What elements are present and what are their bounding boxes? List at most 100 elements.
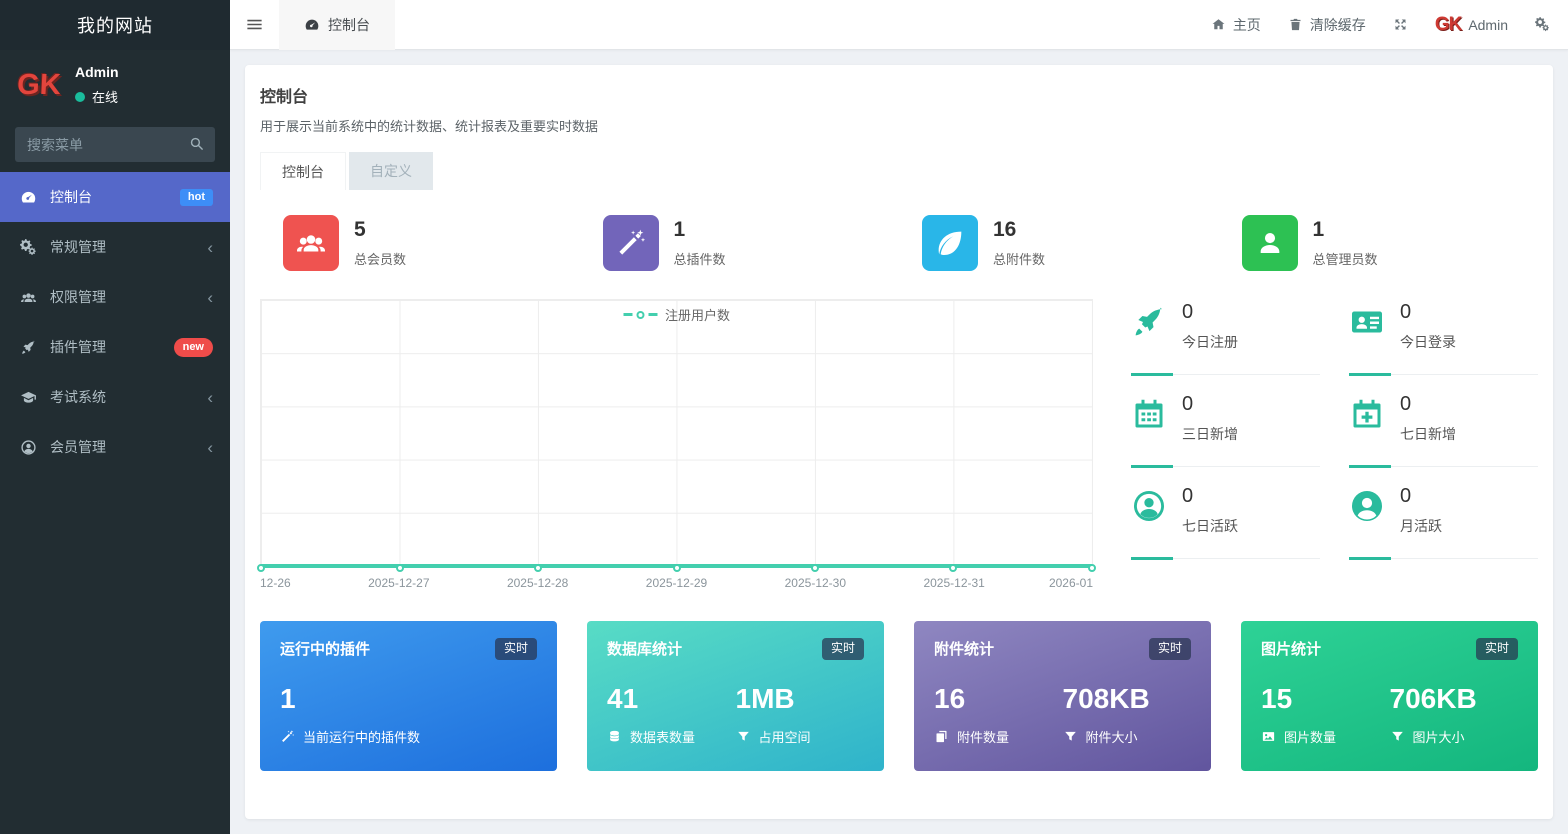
stat-label: 总会员数 (354, 252, 407, 267)
mini-stat-value: 0 (1182, 485, 1194, 507)
user-name: Admin (75, 64, 119, 80)
magic-wand-icon (602, 215, 659, 271)
search-input[interactable] (15, 127, 215, 162)
users-icon (20, 289, 37, 306)
mini-stat-label: 今日注册 (1182, 334, 1238, 350)
stat-total-members[interactable]: 5 总会员数 (260, 215, 580, 271)
user-menu[interactable]: GK Admin (1435, 14, 1508, 36)
accent-underline (1349, 557, 1538, 560)
stat-label: 总附件数 (993, 252, 1046, 267)
metric-label: 附件数量 (957, 730, 1010, 746)
metric-value: 1MB (735, 682, 795, 714)
accent-underline (1131, 557, 1320, 560)
card-title: 运行中的插件 (280, 641, 371, 659)
chart-plot-area[interactable]: 注册用户数 (257, 299, 1096, 572)
topbar-tab-label: 控制台 (328, 16, 370, 33)
sidebar-item-auth[interactable]: 权限管理 ‹ (0, 272, 230, 322)
metric-value: 706KB (1389, 682, 1477, 714)
data-point (1088, 564, 1096, 572)
filter-icon (1063, 729, 1078, 744)
search-icon (188, 135, 205, 152)
home-icon (1211, 17, 1226, 32)
user-circle-icon (1131, 488, 1167, 524)
card-image-stats[interactable]: 图片统计 实时 15 图片数量 706KB 图片大小 (1241, 621, 1538, 771)
mini-stat-value: 0 (1182, 301, 1194, 323)
card-database-stats[interactable]: 数据库统计 实时 41 数据表数量 1MB 占用空间 (587, 621, 884, 771)
sidebar-item-label: 会员管理 (50, 439, 106, 455)
tab-dashboard[interactable]: 控制台 (260, 152, 346, 190)
user-status-label: 在线 (92, 90, 119, 105)
sidebar-toggle-button[interactable] (230, 0, 279, 50)
metric-label: 附件大小 (1085, 730, 1138, 746)
stat-label: 总管理员数 (1312, 252, 1378, 267)
calendar-icon (1131, 396, 1167, 432)
calendar-plus-icon (1349, 396, 1385, 432)
mini-stat-value: 0 (1400, 393, 1412, 415)
mini-stat-value: 0 (1182, 393, 1194, 415)
card-running-addons[interactable]: 运行中的插件 实时 1 当前运行中的插件数 (260, 621, 557, 771)
x-tick: 2025-12-29 (645, 576, 708, 590)
sidebar-item-exam[interactable]: 考试系统 ‹ (0, 372, 230, 422)
data-point (257, 564, 265, 572)
dashboard-icon (304, 17, 320, 33)
x-tick: 2025-12-27 (368, 576, 430, 590)
username-label: Admin (1468, 16, 1508, 33)
topbar: 控制台 主页 清除缓存 GK Admin (230, 0, 1568, 50)
home-link[interactable]: 主页 (1211, 15, 1261, 35)
avatar: GK (1434, 13, 1462, 35)
avatar: GK (16, 68, 62, 101)
tab-custom[interactable]: 自定义 (349, 152, 433, 190)
stat-total-attachments[interactable]: 16 总附件数 (899, 215, 1219, 271)
id-card-icon (1349, 304, 1385, 340)
mini-stat-value: 0 (1400, 301, 1412, 323)
card-title: 图片统计 (1261, 641, 1322, 659)
menu-search (15, 127, 215, 162)
legend-line-icon (647, 313, 657, 316)
mini-stat-register-today: 0 今日注册 (1131, 299, 1320, 377)
mini-stat-label: 月活跃 (1400, 518, 1442, 534)
stat-value: 5 (354, 218, 366, 241)
topbar-tab-dashboard[interactable]: 控制台 (279, 0, 395, 50)
chart-legend[interactable]: 注册用户数 (622, 305, 730, 324)
stat-total-addons[interactable]: 1 总插件数 (580, 215, 900, 271)
card-title: 数据库统计 (607, 641, 683, 659)
dashboard-icon (20, 189, 37, 206)
hot-badge: hot (179, 188, 213, 206)
sidebar-item-general[interactable]: 常规管理 ‹ (0, 222, 230, 272)
metric-label: 图片数量 (1284, 730, 1337, 746)
sidebar-item-dashboard[interactable]: 控制台 hot (0, 172, 230, 222)
card-attachment-stats[interactable]: 附件统计 实时 16 附件数量 708KB 附件大小 (914, 621, 1211, 771)
stat-value: 16 (993, 218, 1017, 241)
cogs-icon (1535, 17, 1550, 32)
cogs-icon (20, 239, 37, 256)
clear-cache-button[interactable]: 清除缓存 (1288, 15, 1366, 35)
sidebar-item-addon[interactable]: 插件管理 new (0, 322, 230, 372)
mini-stat-label: 七日新增 (1400, 426, 1456, 442)
sidebar-item-label: 插件管理 (50, 339, 106, 355)
new-badge: new (173, 337, 213, 357)
metric-label: 当前运行中的插件数 (303, 730, 421, 746)
filter-icon (1390, 729, 1405, 744)
legend-line-icon (622, 313, 632, 316)
metric-value: 41 (607, 682, 639, 714)
expand-icon (1393, 17, 1408, 32)
online-dot-icon (75, 91, 85, 102)
stat-total-admins[interactable]: 1 总管理员数 (1219, 215, 1539, 271)
realtime-badge: 实时 (1148, 638, 1191, 660)
site-title: 我的网站 (0, 0, 230, 50)
fullscreen-button[interactable] (1393, 17, 1408, 32)
registered-users-chart: 注册用户数 12-26 2025-12-27 2025-12-28 2025-1… (257, 299, 1096, 596)
chevron-left-icon: ‹ (207, 237, 213, 257)
settings-button[interactable] (1535, 17, 1550, 32)
stat-value: 1 (1312, 218, 1325, 241)
content-tabs: 控制台 自定义 (260, 152, 1538, 190)
accent-underline (1349, 465, 1538, 468)
home-label: 主页 (1232, 16, 1261, 33)
realtime-badge: 实时 (821, 638, 864, 660)
sidebar-item-member[interactable]: 会员管理 ‹ (0, 422, 230, 472)
sidebar: 我的网站 GK Admin 在线 控制台 hot 常规管理 ‹ 权限管理 ‹ (0, 0, 230, 834)
x-tick: 12-26 (260, 576, 291, 590)
x-tick: 2025-12-31 (923, 576, 985, 590)
data-point (672, 564, 681, 572)
leaf-icon (922, 215, 978, 271)
